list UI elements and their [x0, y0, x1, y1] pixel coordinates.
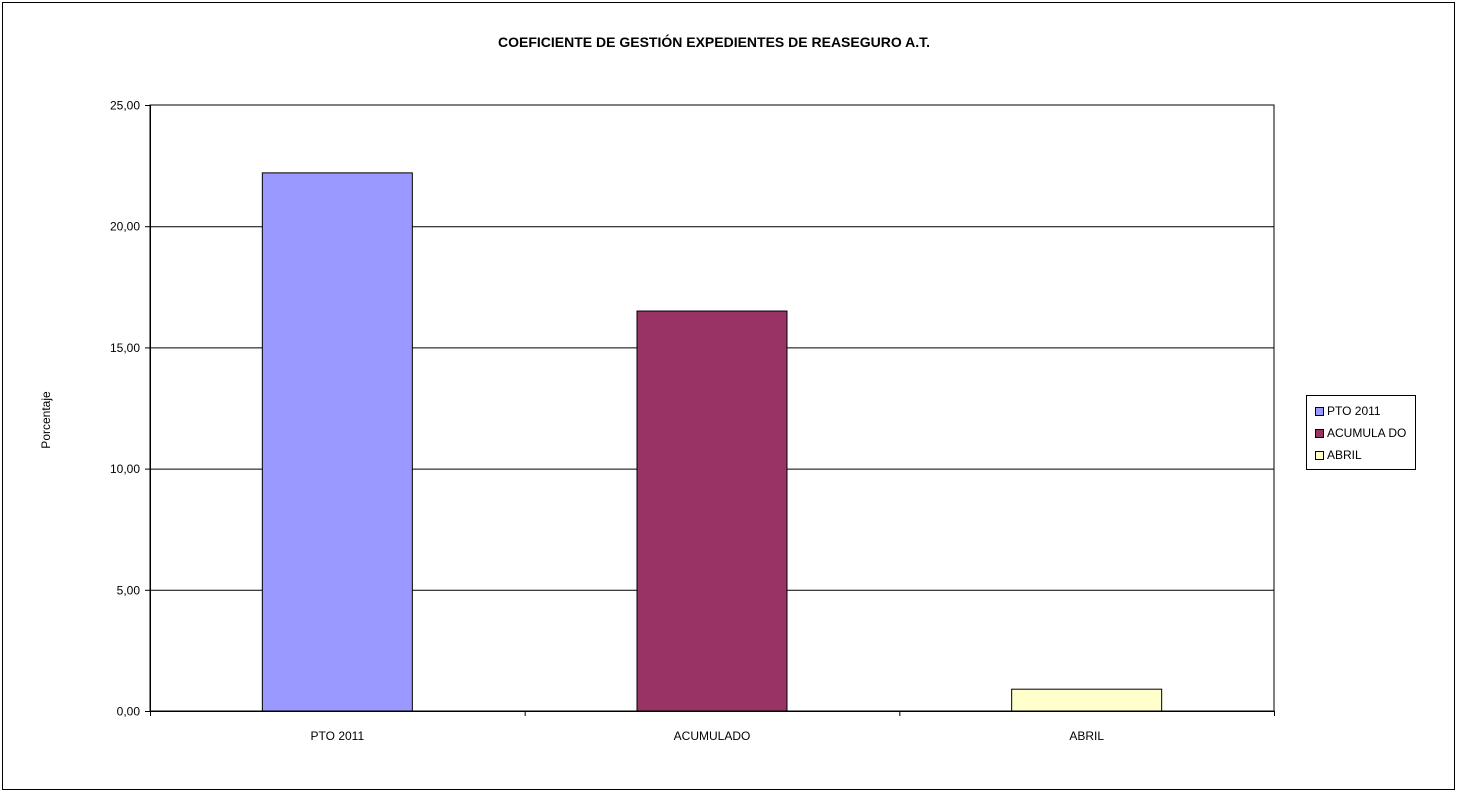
legend: PTO 2011 ACUMULA DO ABRIL	[1306, 395, 1416, 470]
y-tick-label: 15,00	[110, 341, 140, 355]
bar	[636, 310, 788, 712]
y-tick-label: 10,00	[110, 462, 140, 476]
legend-item-pto-2011: PTO 2011	[1315, 400, 1415, 422]
y-axis-label: Porcentaje	[39, 391, 53, 449]
legend-item-acumulado: ACUMULA DO	[1315, 422, 1415, 444]
y-tick-label: 20,00	[110, 220, 140, 234]
plot-area: 0,00 5,00 10,00 15,00 20,00 25,00 PTO 2011 ACUM…	[110, 99, 1275, 743]
y-tick-label: 0,00	[117, 705, 141, 719]
legend-item-abril: ABRIL	[1315, 444, 1415, 466]
chart-title: COEFICIENTE DE GESTIÓN EXPEDIENTES DE RE…	[498, 33, 930, 50]
legend-swatch-acumulado	[1315, 428, 1324, 438]
x-tick-label: ACUMULADO	[674, 729, 751, 743]
legend-label-abril: ABRIL	[1327, 448, 1362, 462]
y-tick-label: 5,00	[117, 583, 141, 597]
bar	[1011, 688, 1163, 712]
x-tick-label: ABRIL	[1069, 729, 1104, 743]
legend-swatch-abril	[1315, 450, 1324, 460]
bar	[261, 172, 413, 712]
y-tick-label: 25,00	[110, 99, 140, 113]
legend-label-pto-2011: PTO 2011	[1327, 404, 1381, 418]
legend-label-acumulado: ACUMULA DO	[1327, 426, 1407, 440]
legend-swatch-pto-2011	[1315, 406, 1324, 416]
x-tick-label: PTO 2011	[311, 729, 365, 743]
